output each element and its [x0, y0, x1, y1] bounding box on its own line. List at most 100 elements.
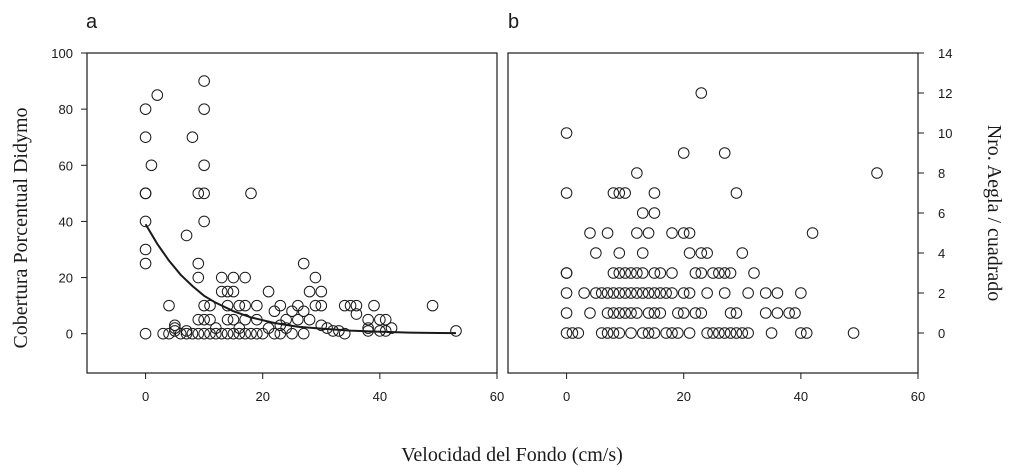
data-point [724, 267, 737, 279]
data-point [169, 319, 181, 332]
data-point [215, 285, 228, 298]
data-point [683, 247, 696, 259]
data-point [198, 313, 210, 326]
y-tick-label: 20 [59, 271, 73, 286]
data-point [695, 87, 708, 99]
data-point [186, 327, 199, 340]
data-point [245, 327, 257, 340]
data-point [613, 307, 626, 319]
data-point [871, 167, 883, 179]
data-point [274, 327, 287, 340]
x-tick-label: 0 [142, 389, 149, 404]
data-point [192, 187, 205, 200]
fit-curve [144, 223, 457, 335]
data-point [227, 327, 240, 340]
data-point [701, 287, 713, 299]
x-axis-label: Velocidad del Fondo (cm/s) [401, 444, 623, 466]
data-point [795, 327, 807, 339]
data-point [560, 267, 573, 279]
data-point [595, 327, 608, 339]
data-point [648, 327, 661, 339]
data-point [262, 322, 275, 334]
data-point [631, 267, 643, 279]
data-point [666, 227, 678, 239]
data-point [350, 299, 363, 312]
data-point [297, 305, 310, 318]
data-point [695, 267, 708, 279]
y-tick-label: 0 [66, 327, 73, 342]
data-point [204, 313, 216, 326]
data-point [759, 287, 772, 299]
data-point [636, 287, 649, 299]
data-point [180, 229, 193, 242]
data-point [648, 187, 661, 199]
data-point [163, 299, 175, 312]
data-point [192, 313, 205, 326]
data-point [139, 327, 152, 340]
data-point [245, 187, 257, 200]
y-tick-label: 8 [938, 166, 945, 181]
data-point [198, 299, 210, 312]
data-point [636, 327, 649, 339]
data-point [800, 327, 813, 339]
data-point [560, 187, 573, 199]
data-point [771, 307, 784, 319]
data-point [718, 327, 731, 339]
x-tick-label: 40 [794, 389, 808, 404]
data-point [362, 322, 374, 334]
data-point [636, 247, 649, 259]
y-tick-label: 14 [938, 46, 952, 61]
data-point [315, 319, 328, 332]
data-point [286, 327, 298, 340]
y-tick-label: 2 [938, 286, 945, 301]
data-point [613, 327, 626, 339]
data-point [204, 327, 216, 340]
data-point [724, 327, 737, 339]
data-point [362, 313, 374, 326]
data-point [672, 307, 684, 319]
data-point [654, 307, 667, 319]
data-point [601, 307, 614, 319]
data-point [560, 287, 573, 299]
data-point [303, 313, 316, 326]
x-tick-label: 60 [490, 389, 504, 404]
data-point [186, 131, 199, 144]
data-point [192, 327, 205, 340]
data-point [139, 131, 152, 144]
data-point [174, 327, 187, 340]
data-point [379, 313, 392, 326]
data-point [613, 187, 626, 199]
data-point [368, 299, 380, 312]
data-point [374, 313, 386, 326]
data-point [683, 327, 696, 339]
data-point [707, 327, 719, 339]
data-point [309, 299, 322, 312]
data-point [736, 247, 749, 259]
data-point [631, 307, 643, 319]
data-point [619, 307, 631, 319]
x-tick-label: 0 [563, 389, 570, 404]
data-point [198, 103, 210, 115]
data-point [601, 287, 614, 299]
data-point [578, 287, 590, 299]
data-point [426, 299, 439, 312]
data-point [239, 271, 251, 284]
data-point [233, 327, 246, 340]
data-point [572, 327, 585, 339]
data-point [806, 227, 819, 239]
data-point [642, 327, 655, 339]
data-point [233, 299, 246, 312]
data-point [713, 327, 725, 339]
data-point [145, 159, 158, 172]
data-point [268, 327, 281, 340]
data-point [707, 267, 719, 279]
data-point [666, 287, 678, 299]
data-point [689, 307, 702, 319]
data-point [736, 327, 749, 339]
data-point [139, 187, 152, 200]
y-axis-label-a: Cobertura Porcentual Didymo [10, 107, 32, 348]
data-point [759, 307, 772, 319]
data-point [607, 267, 620, 279]
data-point [192, 271, 205, 284]
